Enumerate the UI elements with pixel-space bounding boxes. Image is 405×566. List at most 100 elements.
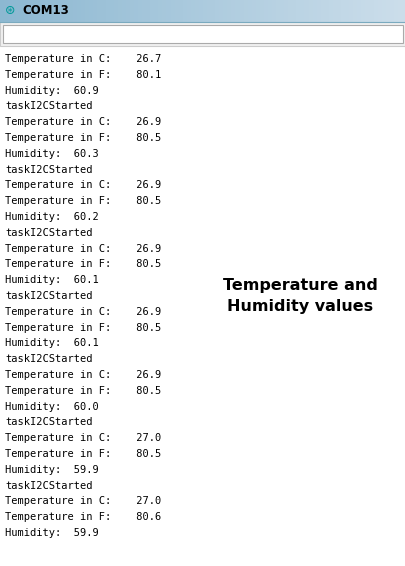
Bar — [16, 0, 20, 22]
Bar — [85, 0, 89, 22]
Bar — [308, 0, 312, 22]
Text: Temperature and
Humidity values: Temperature and Humidity values — [222, 278, 377, 314]
Bar — [150, 0, 154, 22]
Text: Humidity:  60.0: Humidity: 60.0 — [5, 402, 98, 411]
Bar — [158, 0, 162, 22]
Bar — [340, 0, 344, 22]
Bar — [28, 0, 32, 22]
Bar — [292, 0, 296, 22]
Bar — [259, 0, 263, 22]
Text: ⊛: ⊛ — [5, 5, 15, 18]
Text: Temperature in F:    80.5: Temperature in F: 80.5 — [5, 449, 161, 459]
Text: taskI2CStarted: taskI2CStarted — [5, 101, 92, 112]
Bar — [138, 0, 142, 22]
Bar — [130, 0, 134, 22]
Bar — [397, 0, 401, 22]
Bar — [215, 0, 219, 22]
Bar — [377, 0, 381, 22]
Bar — [81, 0, 85, 22]
Bar — [300, 0, 304, 22]
Text: Temperature in C:    26.9: Temperature in C: 26.9 — [5, 307, 161, 317]
Bar — [202, 0, 207, 22]
Text: Temperature in C:    26.7: Temperature in C: 26.7 — [5, 54, 161, 64]
Bar — [304, 0, 308, 22]
Bar — [227, 0, 231, 22]
Text: Temperature in C:    26.9: Temperature in C: 26.9 — [5, 117, 161, 127]
Bar — [190, 0, 194, 22]
Bar — [93, 0, 97, 22]
Bar — [239, 0, 243, 22]
Text: Temperature in F:    80.1: Temperature in F: 80.1 — [5, 70, 161, 80]
Bar — [320, 0, 324, 22]
Bar — [251, 0, 255, 22]
Text: Temperature in F:    80.5: Temperature in F: 80.5 — [5, 196, 161, 206]
Bar — [336, 0, 340, 22]
Bar — [117, 0, 121, 22]
Bar — [45, 0, 49, 22]
Bar — [275, 0, 279, 22]
Bar — [154, 0, 158, 22]
Bar — [279, 0, 284, 22]
Bar — [0, 22, 405, 46]
Bar — [381, 0, 385, 22]
Bar — [223, 0, 227, 22]
Text: taskI2CStarted: taskI2CStarted — [5, 354, 92, 364]
Bar — [57, 0, 61, 22]
Bar — [101, 0, 105, 22]
Bar — [263, 0, 267, 22]
FancyBboxPatch shape — [3, 25, 402, 43]
Text: Humidity:  59.9: Humidity: 59.9 — [5, 528, 98, 538]
Bar — [97, 0, 101, 22]
Bar — [40, 0, 45, 22]
Bar — [316, 0, 320, 22]
Text: Temperature in C:    26.9: Temperature in C: 26.9 — [5, 243, 161, 254]
Bar — [166, 0, 170, 22]
Bar — [182, 0, 186, 22]
Text: Humidity:  60.3: Humidity: 60.3 — [5, 149, 98, 159]
Text: Humidity:  60.1: Humidity: 60.1 — [5, 338, 98, 349]
Bar — [49, 0, 53, 22]
Bar — [243, 0, 247, 22]
Bar — [134, 0, 138, 22]
Bar — [235, 0, 239, 22]
Bar — [267, 0, 271, 22]
Bar — [109, 0, 113, 22]
Bar — [219, 0, 223, 22]
Bar — [296, 0, 300, 22]
Bar — [113, 0, 117, 22]
Text: taskI2CStarted: taskI2CStarted — [5, 228, 92, 238]
Bar — [369, 0, 373, 22]
Bar — [0, 0, 4, 22]
Bar — [12, 0, 16, 22]
Bar — [65, 0, 69, 22]
Bar — [312, 0, 316, 22]
Bar — [332, 0, 336, 22]
Bar — [186, 0, 190, 22]
Bar — [344, 0, 348, 22]
Text: Temperature in F:    80.6: Temperature in F: 80.6 — [5, 512, 161, 522]
Text: taskI2CStarted: taskI2CStarted — [5, 417, 92, 427]
Bar — [324, 0, 328, 22]
Bar — [77, 0, 81, 22]
Bar — [142, 0, 146, 22]
Bar — [364, 0, 369, 22]
Bar — [61, 0, 65, 22]
Text: Humidity:  60.1: Humidity: 60.1 — [5, 275, 98, 285]
Bar — [393, 0, 397, 22]
Bar — [122, 0, 126, 22]
Text: Temperature in F:    80.5: Temperature in F: 80.5 — [5, 323, 161, 333]
Text: Temperature in F:    80.5: Temperature in F: 80.5 — [5, 133, 161, 143]
Bar — [288, 0, 292, 22]
Bar — [207, 0, 211, 22]
Bar — [32, 0, 36, 22]
Bar — [198, 0, 202, 22]
Bar — [24, 0, 28, 22]
Bar — [284, 0, 288, 22]
Bar — [255, 0, 259, 22]
Bar — [385, 0, 389, 22]
Bar — [328, 0, 332, 22]
Bar — [53, 0, 57, 22]
Text: COM13: COM13 — [22, 5, 68, 18]
Text: Humidity:  60.2: Humidity: 60.2 — [5, 212, 98, 222]
Bar — [247, 0, 251, 22]
